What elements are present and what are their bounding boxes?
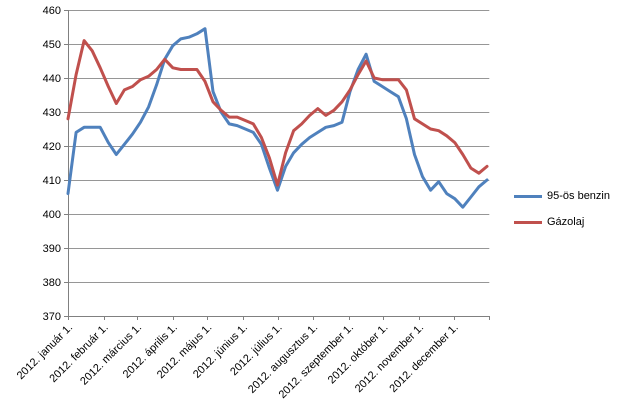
legend-item-benzin: 95-ös benzin bbox=[514, 188, 610, 204]
x-tick-label-9: 2012. október 1. bbox=[326, 322, 391, 387]
y-tick-label-400: 400 bbox=[43, 209, 61, 221]
y-tick-label-410: 410 bbox=[43, 175, 61, 187]
y-tick-label-450: 450 bbox=[43, 39, 61, 51]
benzin-legend-label: 95-ös benzin bbox=[547, 190, 610, 202]
x-tick-label-11: 2012. december 1. bbox=[387, 322, 460, 395]
benzin-line-swatch bbox=[514, 194, 542, 198]
y-tick-label-370: 370 bbox=[43, 311, 61, 323]
y-tick-label-390: 390 bbox=[43, 243, 61, 255]
x-tick-label-2: 2012. március 1. bbox=[78, 322, 144, 388]
y-tick-label-380: 380 bbox=[43, 277, 61, 289]
y-tick-label-460: 460 bbox=[43, 5, 61, 17]
gazolaj-line-swatch bbox=[514, 220, 542, 224]
y-tick-label-420: 420 bbox=[43, 141, 61, 153]
legend-item-gazolaj: Gázolaj bbox=[514, 214, 610, 230]
y-tick-label-440: 440 bbox=[43, 73, 61, 85]
series-line-1 bbox=[66, 39, 489, 187]
series-line-0 bbox=[66, 27, 489, 209]
gazolaj-legend-label: Gázolaj bbox=[547, 216, 585, 228]
y-tick-label-430: 430 bbox=[43, 107, 61, 119]
legend: 95-ös benzin Gázolaj bbox=[514, 188, 610, 240]
